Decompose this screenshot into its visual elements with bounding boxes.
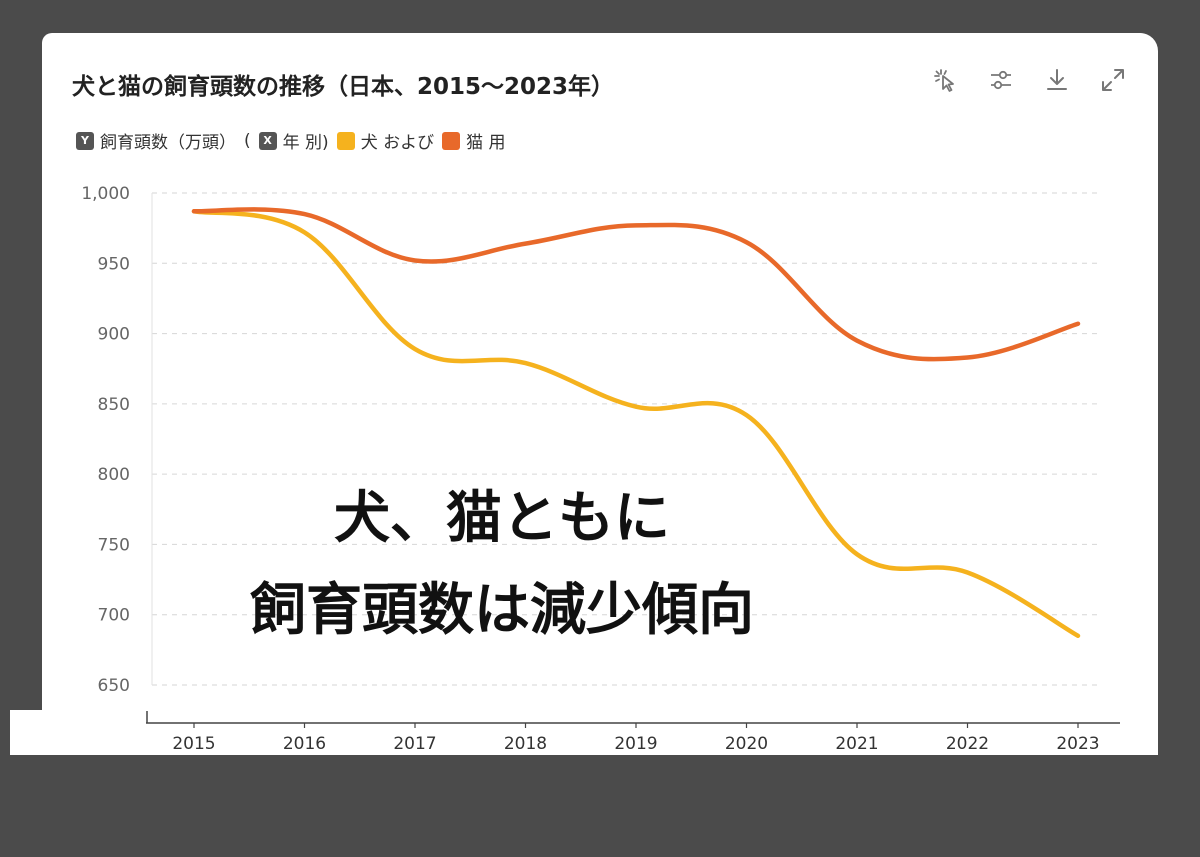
x-tick-label: 2019 xyxy=(614,734,657,754)
x-tick-label: 2018 xyxy=(504,734,547,754)
dog-swatch xyxy=(336,131,355,150)
cat-series-line xyxy=(191,207,1081,362)
legend: Y 飼育頭数（万頭） ( X 年 別) 犬 および 猫 用 xyxy=(76,128,514,153)
y-tick-label: 1,000 xyxy=(81,184,130,204)
legend-item-cat[interactable]: 猫 用 xyxy=(442,128,506,153)
y-tick-label: 650 xyxy=(98,676,130,696)
y-tick-label: 850 xyxy=(98,395,130,415)
chart-title: 犬と猫の飼育頭数の推移（日本、2015〜2023年） xyxy=(72,74,615,100)
x-tick-label: 2020 xyxy=(725,734,768,754)
legend-item-dog[interactable]: 犬 および xyxy=(336,128,435,153)
y-tick-label: 950 xyxy=(98,254,130,274)
line-chart: 650 700 750 800 850 900 950 1,000 2015 2016 2017 20… xyxy=(81,184,1120,754)
y-tick-label: 700 xyxy=(98,606,130,626)
y-axis-badge: Y xyxy=(76,131,94,150)
x-tick-label: 2015 xyxy=(172,734,215,754)
x-tick-label: 2021 xyxy=(835,734,878,754)
x-axis-badge: X xyxy=(258,131,277,150)
legend-cat-label: 猫 用 xyxy=(466,133,506,153)
sliders-icon[interactable] xyxy=(988,67,1014,93)
dog-series-line xyxy=(191,209,1081,639)
y-axis-label: 飼育頭数（万頭） xyxy=(100,133,236,153)
x-axis-label: 年 別) xyxy=(282,133,329,153)
y-tick-label: 750 xyxy=(98,535,130,555)
legend-paren: ( xyxy=(244,130,251,151)
x-tick-label: 2017 xyxy=(393,734,436,754)
x-tick-label: 2022 xyxy=(946,734,989,754)
x-tick-label: 2023 xyxy=(1056,734,1099,754)
expand-icon[interactable] xyxy=(1100,67,1126,93)
annotation-line-2: 飼育頭数は減少傾向 xyxy=(250,578,754,643)
y-tick-label: 900 xyxy=(98,325,130,345)
select-icon[interactable] xyxy=(932,67,958,93)
toolbar xyxy=(932,67,1126,93)
x-tick-label: 2016 xyxy=(283,734,326,754)
cat-swatch xyxy=(442,131,461,150)
y-tick-label: 800 xyxy=(98,465,130,485)
annotation-line-1: 犬、猫ともに xyxy=(334,486,670,551)
download-icon[interactable] xyxy=(1044,67,1070,93)
chart-card: 犬と猫の飼育頭数の推移（日本、2015〜2023年） Y 飼育頭数（万頭） ( … xyxy=(42,33,1158,755)
legend-dog-label: 犬 および xyxy=(360,133,435,153)
